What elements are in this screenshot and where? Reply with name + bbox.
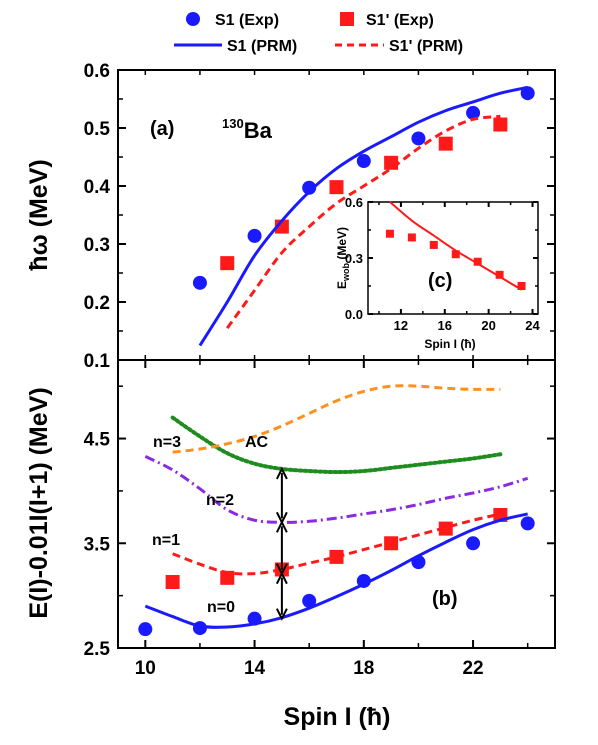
n-3-curve: [170, 415, 503, 475]
panel-b-tag: (b): [432, 588, 458, 610]
panel-b-axis: 10 14 18 22 2.5 3.5 4.5: [84, 360, 555, 679]
panel-b-y-tick-label: 4.5: [84, 430, 111, 451]
panel-a-y-tick-label: 0.3: [84, 235, 110, 256]
panel-c-x-tick-label: 20: [481, 318, 495, 333]
panel-c-x-tick-label: 16: [438, 318, 452, 333]
n-2-curve: [144, 455, 529, 524]
ac-curve: [172, 384, 501, 454]
transition-arrow-head: [275, 511, 288, 525]
s1-exp-point: [220, 570, 235, 585]
s1-exp-point: [329, 180, 344, 195]
label-ac: AC: [245, 434, 269, 451]
panel-b-x-tick-label: 22: [462, 658, 483, 679]
s1-prm-curve: [226, 114, 501, 329]
s1-exp-point: [302, 593, 317, 608]
s1-exp-point: [384, 155, 399, 170]
panel-a-ylabel: ħω (MeV): [25, 159, 53, 270]
s1-exp-point: [138, 622, 153, 637]
panel-b-ylabel: E(I)-0.01I(I+1) (MeV): [25, 387, 53, 618]
exp-point: [517, 282, 526, 290]
panel-c-tag: (c): [428, 270, 452, 292]
label-n3: n=3: [153, 434, 181, 451]
panel-b-x-tick-label: 14: [244, 658, 266, 679]
panel-c-y-tick-label: 0.3: [345, 251, 363, 266]
panel-c-ylabel: Ewob (MeV): [335, 227, 351, 289]
n-0-curve: [144, 512, 529, 629]
panel-b-plot: [138, 384, 535, 637]
panel-c-x-tick-label: 24: [525, 318, 540, 333]
exp-point: [451, 250, 460, 259]
legend-s1p-exp-marker: [340, 12, 354, 26]
legend-s1p-prm-label: S1' (PRM): [389, 38, 463, 55]
legend-s1-exp-label: S1 (Exp): [215, 12, 279, 29]
panel-b-frame: [117, 359, 556, 649]
transition-arrow-head: [275, 608, 288, 621]
prm-curve: [389, 201, 523, 291]
panel-b-y-tick-label: 2.5: [84, 639, 111, 660]
s1-exp-point: [165, 575, 180, 590]
nucleus-symbol: Ba: [244, 118, 273, 143]
s1-exp-point: [247, 228, 262, 243]
s1-exp-point: [466, 536, 481, 551]
exp-point: [385, 229, 394, 238]
panel-a-y-tick-label: 0.4: [84, 177, 111, 198]
panel-c-x-tick-label: 12: [394, 318, 408, 333]
panel-a-plot: [192, 85, 535, 347]
s1-exp-point: [520, 86, 535, 101]
transition-arrow-head: [275, 563, 288, 576]
panel-a-y-tick-label: 0.2: [84, 293, 110, 314]
panel-c-xlabel: Spin I (ħ): [424, 337, 475, 351]
s1-prm-curve: [198, 85, 528, 347]
transition-arrow-head: [275, 466, 288, 480]
panel-a-y-tick-label: 0.6: [84, 61, 110, 82]
s1-exp-point: [520, 516, 535, 531]
panel-c-plot: [385, 201, 526, 291]
panel-c-ylabel-sub: wob: [341, 262, 351, 281]
legend-s1-exp-marker: [186, 12, 200, 26]
panel-a-axis: 0.1 0.2 0.3 0.4 0.5 0.6: [84, 61, 555, 372]
legend-s1-prm-label: S1 (PRM): [227, 38, 297, 55]
panel-c-ylabel-main: E: [335, 281, 349, 289]
panel-c-axis: 12 16 20 24 0.0 0.3 0.6: [345, 195, 541, 333]
s1-exp-point: [329, 549, 344, 564]
s1-exp-point: [438, 136, 453, 151]
nucleus-mass-number: 130: [222, 116, 244, 131]
legend: S1 (Exp) S1' (Exp) S1 (PRM) S1' (PRM): [174, 12, 463, 55]
legend-s1p-exp-label: S1' (Exp): [366, 12, 434, 29]
s1-exp-point: [466, 105, 481, 120]
panel-a-y-tick-label: 0.5: [84, 119, 111, 140]
nucleus-label: 130Ba: [222, 116, 273, 143]
label-n1: n=1: [152, 532, 180, 549]
s1-exp-point: [493, 117, 508, 132]
panel-b-x-tick-label: 18: [353, 658, 374, 679]
panel-b-y-tick-label: 3.5: [84, 534, 111, 555]
n-1-curve: [172, 512, 501, 576]
exp-point: [495, 270, 504, 279]
x-axis-label: Spin I (ħ): [284, 703, 391, 731]
panel-b-x-tick-label: 10: [135, 658, 156, 679]
s1-exp-point: [302, 180, 317, 195]
label-n0: n=0: [207, 599, 235, 616]
s1-exp-point: [220, 256, 235, 271]
panel-c-y-tick-label: 0.6: [345, 195, 363, 210]
s1-exp-point: [192, 275, 207, 290]
label-n2: n=2: [206, 492, 234, 509]
s1-exp-point: [411, 131, 426, 146]
exp-point: [407, 233, 416, 242]
panel-c-ylabel-unit: (MeV): [335, 227, 349, 263]
panel-a-tag: (a): [150, 118, 174, 140]
panel-c-y-tick-label: 0.0: [345, 307, 363, 322]
exp-point: [429, 240, 438, 249]
exp-point: [473, 257, 482, 266]
s1-exp-point: [356, 154, 371, 169]
panel-a-y-tick-label: 0.1: [84, 351, 111, 372]
